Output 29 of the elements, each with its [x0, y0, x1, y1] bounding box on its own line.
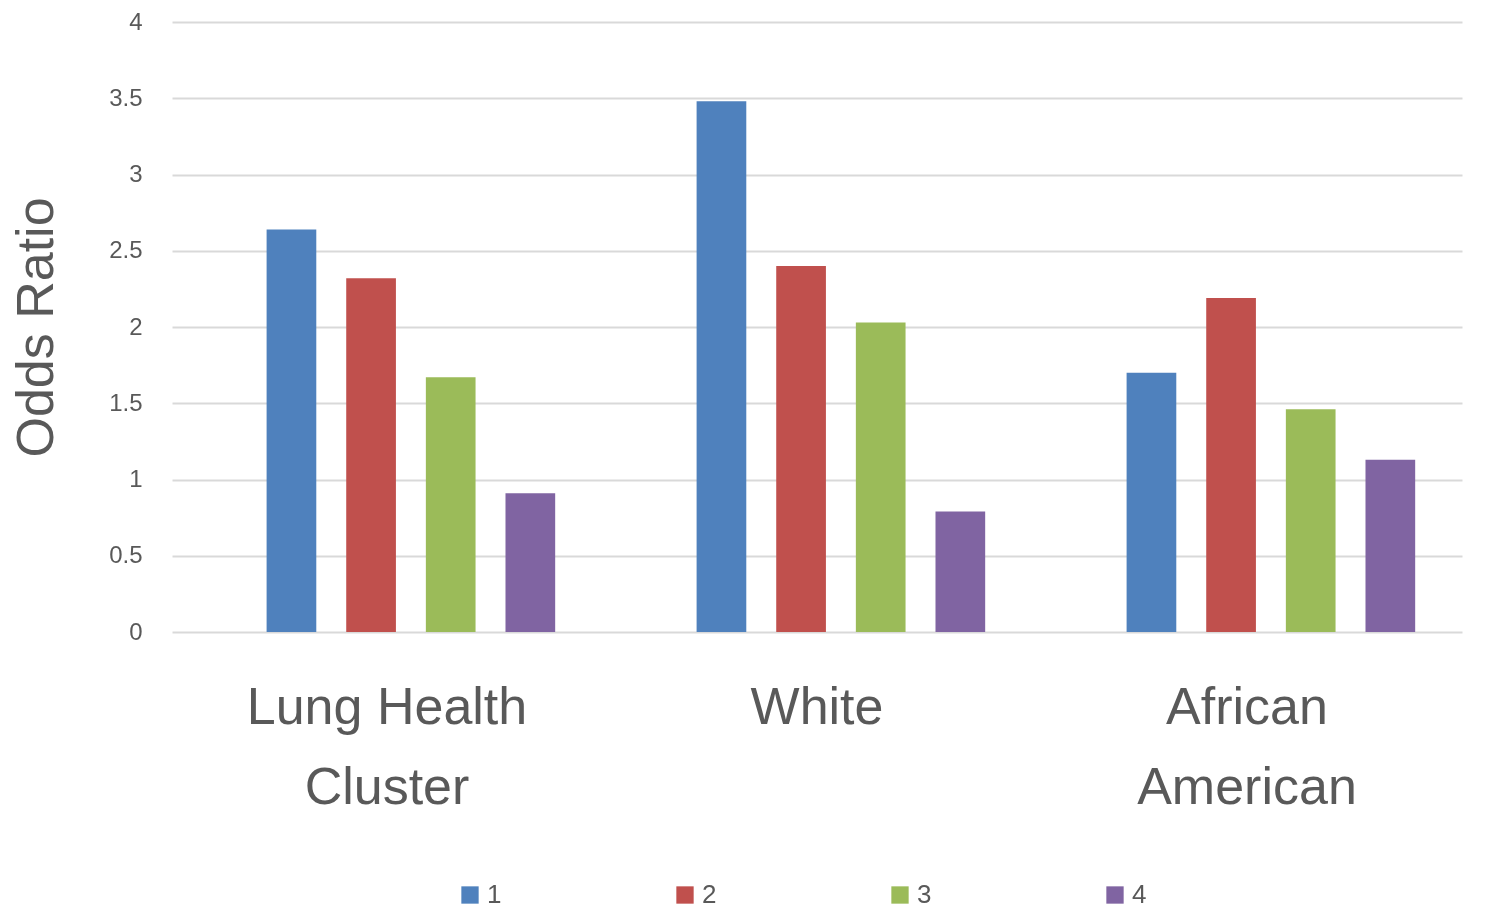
- y-tick-label: 1: [129, 465, 143, 492]
- x-tick-label: African American: [1137, 676, 1357, 815]
- y-tick-label: 2.5: [109, 236, 143, 264]
- y-tick-label: 3.5: [109, 83, 143, 111]
- x-tick-label: Lung Health Cluster: [246, 676, 528, 815]
- y-tick-label: 2: [129, 312, 143, 340]
- bar: [855, 322, 906, 632]
- bar: [696, 101, 747, 632]
- bar: [1365, 459, 1416, 632]
- y-tick-label: 0.5: [109, 541, 143, 569]
- legend-label: 1: [487, 879, 502, 909]
- bar: [1206, 298, 1256, 632]
- bar: [346, 278, 396, 632]
- bar: [505, 493, 556, 632]
- y-tick-label: 1.5: [109, 388, 143, 416]
- legend-label: 2: [702, 879, 717, 909]
- x-tick-label: White: [750, 676, 884, 735]
- y-tick-label: 0: [129, 617, 143, 645]
- y-axis-title: Odds Ratio: [6, 197, 65, 458]
- bar: [1285, 409, 1336, 632]
- bar: [425, 377, 476, 632]
- bar: [266, 229, 317, 632]
- y-tick-label: 3: [129, 160, 143, 187]
- legend-label: 3: [917, 879, 932, 909]
- bar: [1126, 372, 1177, 632]
- y-tick-label: 4: [129, 7, 143, 35]
- bar: [935, 511, 986, 632]
- legend-label: 4: [1132, 879, 1147, 909]
- bar: [776, 266, 826, 632]
